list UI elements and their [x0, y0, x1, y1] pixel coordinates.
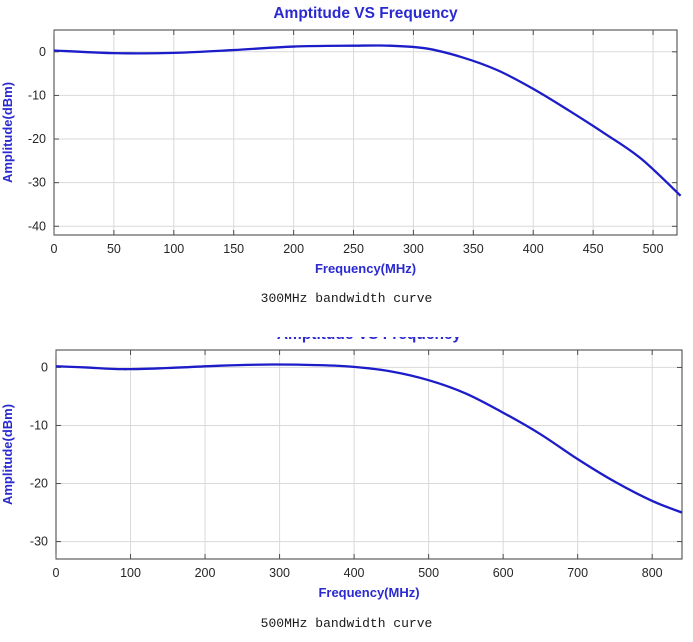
- svg-text:500: 500: [418, 566, 439, 580]
- svg-text:50: 50: [107, 242, 121, 256]
- svg-text:100: 100: [120, 566, 141, 580]
- svg-text:Amplitude(dBm): Amplitude(dBm): [0, 404, 15, 505]
- svg-text:-30: -30: [30, 535, 48, 549]
- svg-text:0: 0: [39, 45, 46, 59]
- svg-text:-10: -10: [30, 418, 48, 432]
- svg-text:300: 300: [403, 242, 424, 256]
- svg-text:-40: -40: [28, 219, 46, 233]
- svg-text:200: 200: [283, 242, 304, 256]
- svg-text:300: 300: [269, 566, 290, 580]
- svg-text:350: 350: [463, 242, 484, 256]
- svg-text:250: 250: [343, 242, 364, 256]
- svg-text:Amptitude VS Frequency: Amptitude VS Frequency: [273, 5, 458, 22]
- svg-text:0: 0: [41, 360, 48, 374]
- svg-text:-20: -20: [28, 132, 46, 146]
- svg-text:Amplitude(dBm): Amplitude(dBm): [0, 82, 15, 183]
- svg-text:Frequency(MHz): Frequency(MHz): [318, 585, 419, 600]
- svg-text:400: 400: [523, 242, 544, 256]
- svg-text:500: 500: [643, 242, 664, 256]
- svg-text:800: 800: [642, 566, 663, 580]
- svg-text:-30: -30: [28, 176, 46, 190]
- svg-text:150: 150: [223, 242, 244, 256]
- svg-text:400: 400: [344, 566, 365, 580]
- svg-text:600: 600: [493, 566, 514, 580]
- svg-text:100: 100: [163, 242, 184, 256]
- svg-text:200: 200: [195, 566, 216, 580]
- svg-text:450: 450: [583, 242, 604, 256]
- svg-text:700: 700: [567, 566, 588, 580]
- svg-text:-20: -20: [30, 477, 48, 491]
- svg-text:-10: -10: [28, 88, 46, 102]
- svg-text:0: 0: [53, 566, 60, 580]
- svg-text:Frequency(MHz): Frequency(MHz): [315, 261, 416, 276]
- svg-text:0: 0: [51, 242, 58, 256]
